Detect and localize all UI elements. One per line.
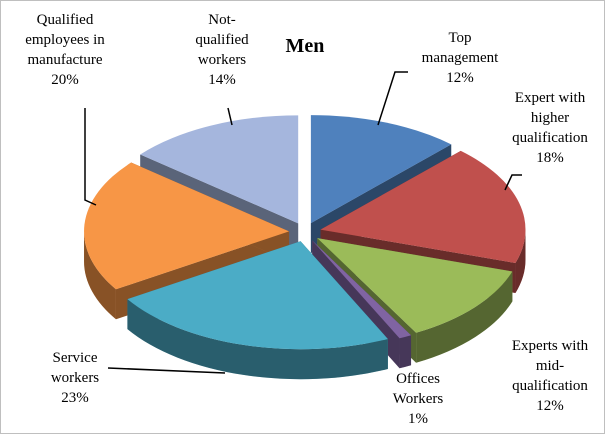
slice-label: Not-qualified workers xyxy=(195,12,249,68)
value-label: 18% xyxy=(536,150,564,166)
slice-label: Service workers xyxy=(51,350,99,386)
pie-slice xyxy=(310,115,452,224)
leader-line xyxy=(504,174,522,191)
value-label: 1% xyxy=(408,411,428,427)
leader-line xyxy=(84,108,97,206)
leader-lines xyxy=(84,71,522,374)
pie-slice xyxy=(312,240,412,339)
slice-label: Top management xyxy=(422,30,499,66)
value-label: 23% xyxy=(61,390,89,406)
pie-slice xyxy=(320,150,526,263)
leader-line xyxy=(227,107,233,126)
leader-line xyxy=(107,367,226,374)
value-label: 12% xyxy=(536,398,564,414)
pie-slice xyxy=(317,238,513,333)
slice-side-shade xyxy=(127,299,388,380)
slice-side xyxy=(127,299,388,380)
slice-label: Expert with higher qualification xyxy=(512,90,588,146)
slice-side-shade xyxy=(399,335,412,369)
slice-label: Experts with mid-qualification xyxy=(512,338,589,394)
pie-slice xyxy=(127,241,388,350)
pie xyxy=(84,115,526,380)
slice-label: Qualified employees in manufacture xyxy=(25,12,105,68)
pie-slice xyxy=(140,115,299,224)
pie-slice xyxy=(84,162,290,290)
slice-side xyxy=(515,229,526,293)
slice-side xyxy=(399,335,412,369)
slice-side xyxy=(416,271,513,363)
labels: Top management 12% Expert with higher qualifi… xyxy=(25,12,588,427)
slice-side-shade xyxy=(515,229,526,293)
slice-side xyxy=(84,231,116,320)
slice-side-shade xyxy=(84,231,116,320)
slice-label: Offices Workers xyxy=(393,371,444,407)
value-label: 20% xyxy=(51,72,79,88)
slice-side-shade xyxy=(416,271,513,363)
value-label: 14% xyxy=(208,72,236,88)
leader-line xyxy=(377,71,408,126)
chart-title: Men xyxy=(286,35,325,57)
value-label: 12% xyxy=(446,70,474,86)
